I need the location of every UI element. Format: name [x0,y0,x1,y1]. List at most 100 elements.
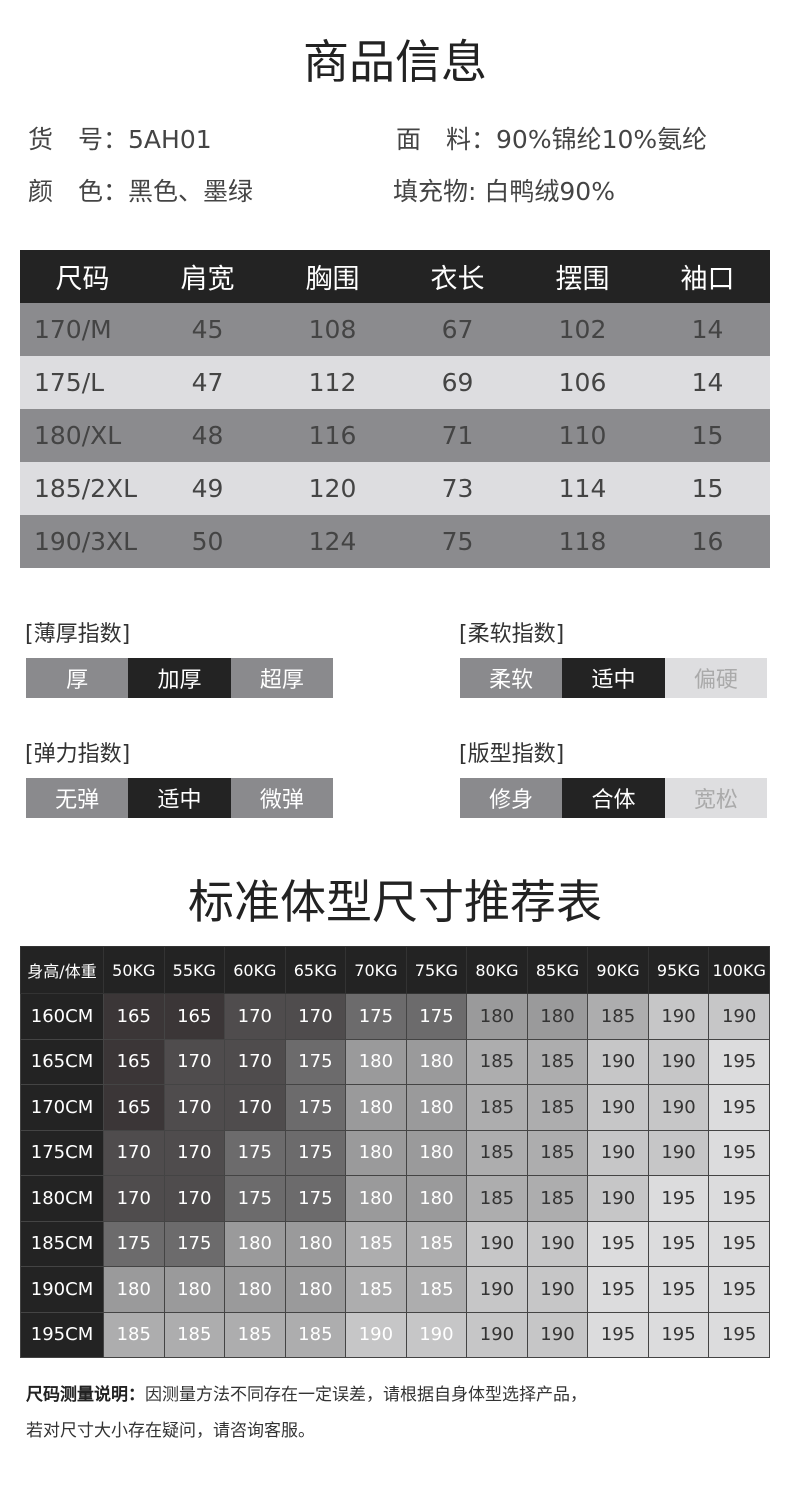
table-cell: 112 [270,356,395,409]
weight-header: 80KG [466,946,528,994]
size-cell: 170 [224,1038,286,1085]
size-cell: 185 [466,1038,528,1085]
index-option: 超厚 [230,658,333,698]
index-bar: 厚加厚 超厚 [26,658,333,698]
size-cell: 190 [708,993,770,1040]
size-cell: 170 [103,1129,165,1176]
index-bar: 修身 合体 宽松 [460,778,767,818]
size-cell: 195 [587,1220,649,1267]
size-cell: 195 [708,1038,770,1085]
table-row: 185/2XL 49 120 73 114 15 [20,462,770,515]
size-cell: 175 [284,1084,347,1131]
table-cell: 102 [520,303,645,356]
index-label: [柔软指数] [459,622,565,647]
size-cell: 190 [587,1038,649,1085]
table-cell: 114 [520,462,645,515]
index-bar: 无弹 适中 微弹 [26,778,333,818]
table-cell: 190/3XL [20,515,145,568]
fabric: 面 料：90%锦纶10%氨纶 [396,120,707,156]
size-cell: 180 [345,1129,407,1176]
size-cell: 175 [163,1220,226,1267]
size-cell: 180 [405,1084,468,1131]
size-cell: 175 [224,1129,286,1176]
table-cell: 15 [645,462,770,515]
recommendation-table: 身高/体重 50KG 55KG 60KG 65KG 70KG 75KG 80KG 85KG 90K… [20,946,770,1358]
table-cell: 14 [645,303,770,356]
size-cell: 185 [526,1175,589,1222]
height-header: 180CM [20,1175,104,1222]
table-cell: 124 [270,515,395,568]
weight-header: 70KG [345,946,407,994]
table-cell: 170/M [20,303,145,356]
table-cell: 50 [145,515,270,568]
size-cell: 190 [466,1266,528,1313]
size-cell: 190 [647,1038,710,1085]
size-cell: 180 [224,1266,286,1313]
size-cell: 165 [163,993,226,1040]
size-cell: 175 [103,1220,165,1267]
corner-header: 身高/体重 [20,946,104,994]
table-cell: 73 [395,462,520,515]
height-header: 165CM [20,1038,104,1085]
size-cell: 180 [345,1084,407,1131]
index-option: 微弹 [230,778,333,818]
size-cell: 190 [526,1266,589,1313]
index-option: 无弹 [26,778,129,818]
size-cell: 190 [466,1220,528,1267]
table-cell: 15 [645,409,770,462]
size-cell: 190 [405,1311,468,1358]
size-cell: 175 [284,1129,347,1176]
item-number-label: 货 号： [28,125,129,154]
size-cell: 195 [708,1311,770,1358]
table-cell: 110 [520,409,645,462]
table-cell: 116 [270,409,395,462]
size-cell: 170 [163,1129,226,1176]
recommendation-row: 180CM 170 170 175 175 180 180 185 185 190 195 195 [20,1175,770,1222]
size-cell: 170 [103,1175,165,1222]
size-cell: 175 [284,1038,347,1085]
size-cell: 195 [708,1129,770,1176]
table-row: 180/XL 48 116 71 110 15 [20,409,770,462]
index-option: 加厚 [128,658,231,698]
column-header: 胸围 [270,250,395,303]
size-cell: 190 [587,1175,649,1222]
weight-header: 95KG [647,946,710,994]
size-cell: 180 [284,1220,347,1267]
index-option: 厚 [26,658,129,698]
size-cell: 190 [647,1084,710,1131]
size-cell: 190 [526,1220,589,1267]
weight-header: 55KG [163,946,226,994]
table-cell: 49 [145,462,270,515]
size-cell: 185 [345,1220,407,1267]
size-table-header: 尺码 肩宽 胸围 衣长 摆围 袖口 [20,250,770,303]
table-cell: 45 [145,303,270,356]
table-cell: 47 [145,356,270,409]
index-option: 修身 [460,778,563,818]
weight-header: 100KG [708,946,770,994]
table-cell: 71 [395,409,520,462]
recommendation-row: 190CM 180 180 180 180 185 185 190 190 195 195 195 [20,1266,770,1313]
size-cell: 180 [345,1038,407,1085]
table-cell: 175/L [20,356,145,409]
filling-value: 白鸭绒90% [484,177,615,206]
size-cell: 185 [224,1311,286,1358]
size-cell: 180 [103,1266,165,1313]
recommendation-header: 身高/体重 50KG 55KG 60KG 65KG 70KG 75KG 80KG 85KG 90K… [20,946,770,994]
table-cell: 180/XL [20,409,145,462]
height-header: 190CM [20,1266,104,1313]
recommendation-title: 标准体型尺寸推荐表 [188,875,602,929]
size-table: 尺码 肩宽 胸围 衣长 摆围 袖口 170/M 45 108 67 102 14 175/L 47 112… [20,250,770,568]
fabric-label: 面 料： [396,125,497,154]
table-row: 170/M 45 108 67 102 14 [20,303,770,356]
size-cell: 180 [405,1175,468,1222]
size-cell: 175 [284,1175,347,1222]
height-header: 175CM [20,1129,104,1176]
size-cell: 190 [647,993,710,1040]
recommendation-row: 165CM 165 170 170 175 180 180 185 185 190 190 195 [20,1038,770,1085]
index-label: [版型指数] [459,742,565,767]
size-cell: 165 [103,1084,165,1131]
filling-label: 填充物: [393,177,477,206]
size-cell: 195 [647,1311,710,1358]
size-cell: 195 [587,1311,649,1358]
height-header: 170CM [20,1084,104,1131]
